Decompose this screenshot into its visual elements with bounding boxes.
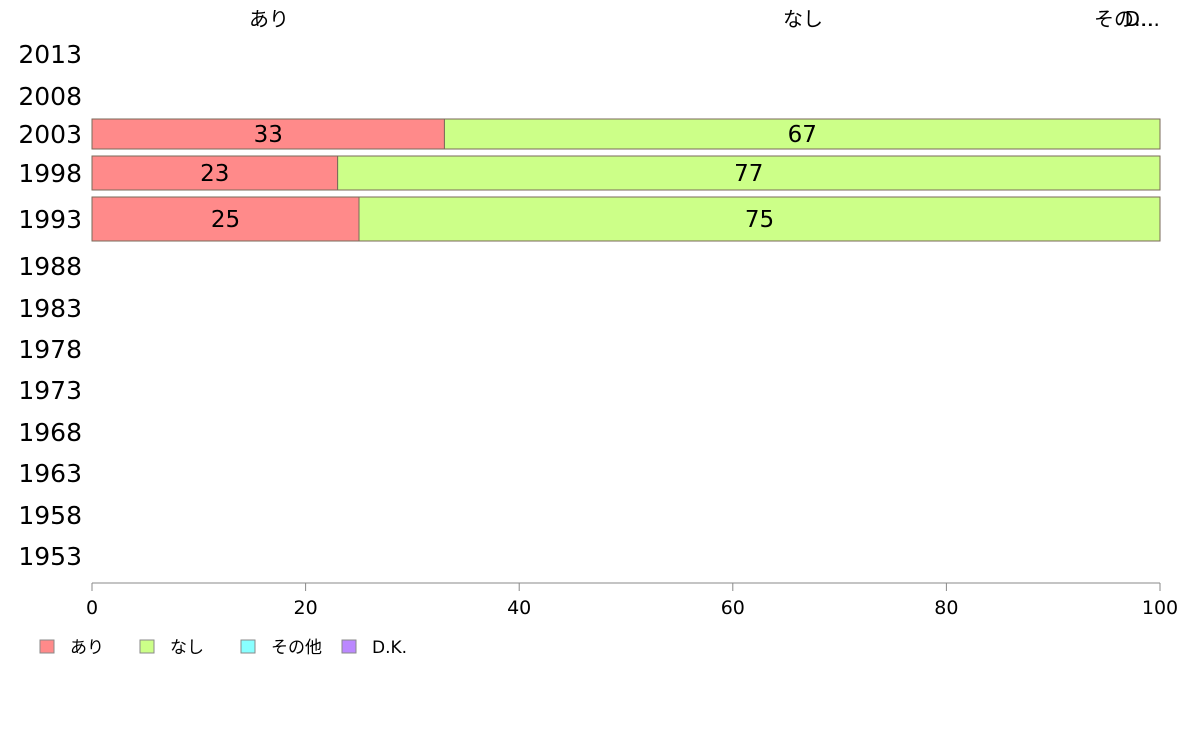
x-tick-label-40: 40 xyxy=(507,597,531,619)
legend-swatch-2 xyxy=(240,639,256,654)
legend-label-2: その他 xyxy=(271,638,322,658)
legend-swatch-1 xyxy=(139,639,155,654)
legend-swatch-0 xyxy=(39,639,55,654)
bar-2003-0 xyxy=(91,118,445,150)
bar-1993-0 xyxy=(91,196,360,242)
legend-label-3: D.K. xyxy=(372,638,407,658)
category-label-2008: 2008 xyxy=(18,82,82,111)
category-label-1988: 1988 xyxy=(18,252,82,281)
bar-2003-1 xyxy=(443,118,1161,150)
top-label-1: なし xyxy=(783,7,823,31)
bar-label-1998-1: 77 xyxy=(734,161,763,187)
x-tick-label-100: 100 xyxy=(1142,597,1178,619)
bar-label-1993-1: 75 xyxy=(745,207,774,233)
bar-label-1993-0: 25 xyxy=(211,207,240,233)
x-tick-label-80: 80 xyxy=(934,597,958,619)
x-tick-label-0: 0 xyxy=(86,597,98,619)
top-label-2: その… xyxy=(1094,7,1154,31)
legend-swatch-3 xyxy=(341,639,357,654)
category-label-1978: 1978 xyxy=(18,335,82,364)
category-label-1953: 1953 xyxy=(18,542,82,571)
category-label-1993: 1993 xyxy=(18,205,82,234)
top-label-3: D… xyxy=(1125,7,1160,31)
bar-label-2003-0: 33 xyxy=(254,122,283,148)
x-tick-label-20: 20 xyxy=(294,597,318,619)
category-label-2013: 2013 xyxy=(18,40,82,69)
category-label-1998: 1998 xyxy=(18,159,82,188)
category-label-1958: 1958 xyxy=(18,501,82,530)
category-label-1983: 1983 xyxy=(18,294,82,323)
bar-1993-1 xyxy=(358,196,1161,242)
x-tick-label-60: 60 xyxy=(721,597,745,619)
category-label-1963: 1963 xyxy=(18,459,82,488)
bar-label-1998-0: 23 xyxy=(200,161,229,187)
category-label-2003: 2003 xyxy=(18,120,82,149)
top-label-0: あり xyxy=(249,7,289,31)
legend-label-1: なし xyxy=(170,638,204,658)
legend-label-0: あり xyxy=(70,638,104,658)
category-label-1973: 1973 xyxy=(18,376,82,405)
bar-1998-1 xyxy=(337,155,1161,191)
category-label-1968: 1968 xyxy=(18,418,82,447)
bar-label-2003-1: 67 xyxy=(788,122,817,148)
bar-1998-0 xyxy=(91,155,339,191)
